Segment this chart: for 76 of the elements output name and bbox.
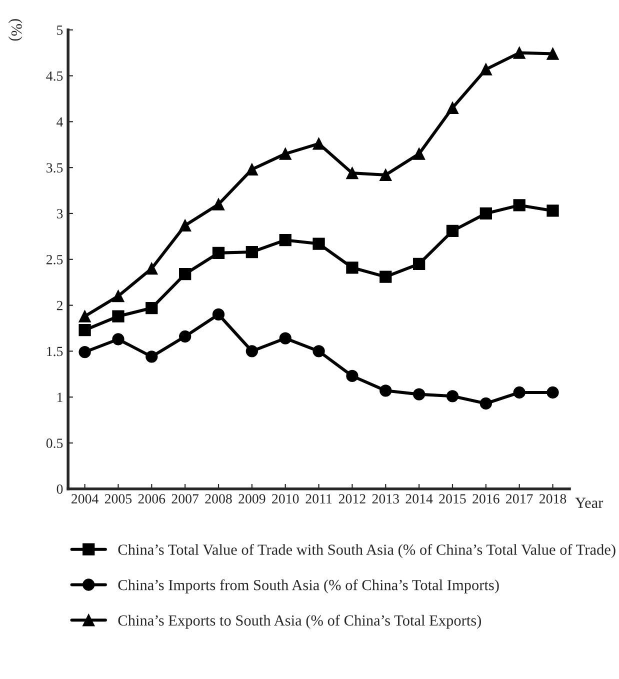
point xyxy=(112,290,124,302)
point xyxy=(513,199,526,212)
point xyxy=(446,390,459,402)
point xyxy=(412,388,426,400)
point xyxy=(78,324,91,336)
point xyxy=(346,167,358,180)
point xyxy=(446,102,459,114)
point xyxy=(212,198,225,210)
point xyxy=(179,330,192,343)
point xyxy=(546,386,559,399)
point xyxy=(246,345,258,358)
y-tick-label: 0 xyxy=(56,484,63,494)
y-tick-label: 2.5 xyxy=(46,255,63,264)
x-tick-label: 2017 xyxy=(506,494,533,504)
y-axis-title: (%) xyxy=(8,19,22,41)
point xyxy=(380,168,392,181)
y-tick-label: 2 xyxy=(56,300,62,310)
point xyxy=(179,219,192,232)
point xyxy=(78,310,91,322)
point xyxy=(279,234,292,246)
point xyxy=(146,302,158,314)
point xyxy=(312,345,325,358)
x-tick-label: 2007 xyxy=(172,494,199,504)
x-tick-label: 2013 xyxy=(372,494,399,504)
point xyxy=(279,148,292,160)
point xyxy=(546,48,559,60)
point xyxy=(146,262,158,275)
point xyxy=(480,397,492,410)
point xyxy=(312,138,325,150)
point xyxy=(546,204,559,217)
point xyxy=(412,148,426,160)
point xyxy=(78,346,91,358)
y-tick-label: 1.5 xyxy=(47,346,63,356)
legend-label: China’s Imports from South Asia (% of China’s Total Imports) xyxy=(118,579,499,594)
point xyxy=(346,262,358,274)
x-tick-label: 2006 xyxy=(138,494,166,504)
y-tick-label: 4 xyxy=(56,117,64,126)
x-tick-label: 2012 xyxy=(338,494,366,504)
point xyxy=(112,333,124,346)
point xyxy=(412,258,426,270)
point xyxy=(279,332,292,344)
x-tick-label: 2010 xyxy=(272,494,299,504)
point xyxy=(246,246,258,258)
point xyxy=(480,63,492,76)
x-tick-label: 2014 xyxy=(406,494,433,504)
y-tick-label: 1 xyxy=(58,392,62,402)
y-tick-label: 4.5 xyxy=(46,71,63,81)
x-tick-label: 2011 xyxy=(306,494,332,504)
point xyxy=(312,238,325,250)
point xyxy=(380,270,392,283)
point xyxy=(513,46,526,59)
y-tick-label: 0.5 xyxy=(46,438,63,448)
point xyxy=(146,350,158,363)
x-tick-label: 2004 xyxy=(72,494,98,504)
x-tick-label: 2005 xyxy=(104,494,132,504)
x-tick-label: 2015 xyxy=(439,494,466,504)
point xyxy=(480,207,492,220)
x-tick-label: 2008 xyxy=(205,494,232,504)
point xyxy=(246,163,258,176)
legend-label: China’s Total Value of Trade with South Asia (% of China’s Total Value of Trade) xyxy=(118,544,616,558)
point xyxy=(446,224,459,237)
legend-label: China’s Exports to South Asia (% of China’s Total Exports) xyxy=(118,614,482,629)
point xyxy=(212,246,225,260)
point xyxy=(179,268,192,280)
x-tick-label: 2018 xyxy=(539,494,566,504)
x-axis-title: Year xyxy=(575,498,604,508)
point xyxy=(513,386,526,399)
y-tick-label: 3 xyxy=(56,209,63,218)
y-tick-label: 5 xyxy=(57,26,63,35)
y-tick-label: 3.5 xyxy=(46,163,63,173)
x-tick-label: 2009 xyxy=(238,494,266,504)
point xyxy=(380,384,392,397)
point xyxy=(212,308,225,321)
point xyxy=(346,370,358,382)
point xyxy=(112,310,124,322)
x-tick-label: 2016 xyxy=(472,494,500,504)
